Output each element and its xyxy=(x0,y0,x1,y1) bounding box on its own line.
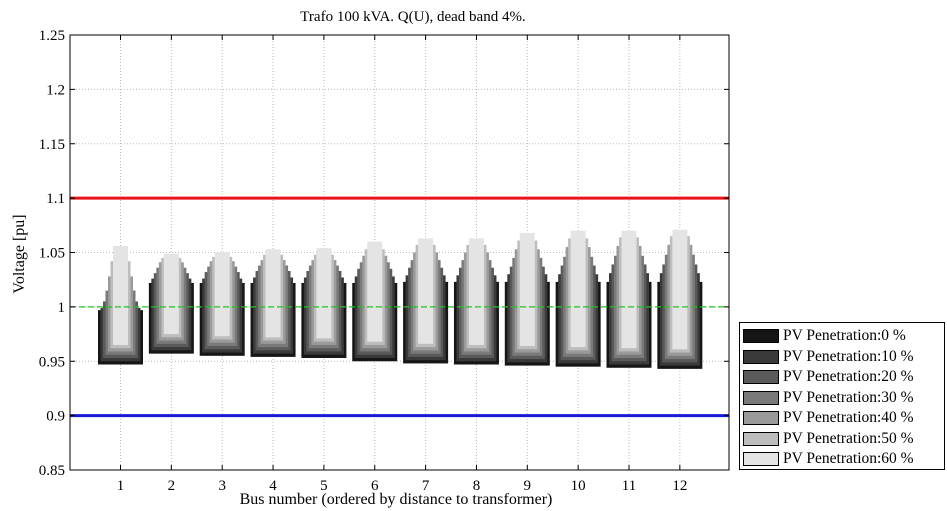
legend-label: PV Penetration:50 % xyxy=(783,429,914,447)
legend-swatch xyxy=(743,349,779,364)
legend-item: PV Penetration:50 % xyxy=(743,429,944,450)
legend-label: PV Penetration:20 % xyxy=(783,368,914,386)
y-tick-label: 0.95 xyxy=(39,354,65,370)
x-tick-label: 8 xyxy=(473,478,481,494)
legend-swatch xyxy=(743,452,779,467)
chart-title: Trafo 100 kVA. Q(U), dead band 4%. xyxy=(300,9,525,25)
x-tick-label: 3 xyxy=(218,478,226,494)
range-bar xyxy=(316,248,332,339)
y-axis-label: Voltage [pu] xyxy=(11,214,28,293)
legend-swatch xyxy=(743,329,779,344)
range-bar xyxy=(570,230,586,348)
x-tick-label: 5 xyxy=(320,478,328,494)
x-axis-label: Bus number (ordered by distance to trans… xyxy=(240,491,553,508)
legend-item: PV Penetration:40 % xyxy=(743,408,944,429)
x-tick-label: 2 xyxy=(168,478,176,494)
legend-swatch xyxy=(743,411,779,426)
legend-swatch xyxy=(743,431,779,446)
range-bar xyxy=(163,253,179,335)
range-bar xyxy=(621,230,637,349)
y-tick-label: 1.1 xyxy=(46,191,65,207)
legend-label: PV Penetration:30 % xyxy=(783,388,914,406)
range-bar xyxy=(367,241,383,342)
x-tick-label: 1 xyxy=(117,478,125,494)
legend-swatch xyxy=(743,370,779,385)
legend-item: PV Penetration:20 % xyxy=(743,367,944,388)
y-tick-label: 0.85 xyxy=(39,463,65,479)
range-bar xyxy=(113,245,128,345)
range-bar xyxy=(519,232,535,347)
y-tick-label: 1.15 xyxy=(39,137,65,153)
x-tick-label: 12 xyxy=(672,478,687,494)
range-bar xyxy=(265,249,281,338)
legend-item: PV Penetration:0 % xyxy=(743,326,944,347)
legend-item: PV Penetration:60 % xyxy=(743,449,944,470)
legend-label: PV Penetration:0 % xyxy=(783,327,906,345)
legend-label: PV Penetration:60 % xyxy=(783,450,914,468)
x-tick-label: 4 xyxy=(269,478,277,494)
y-tick-label: 1.05 xyxy=(39,246,65,262)
legend: PV Penetration:0 % PV Penetration:10 % PV … xyxy=(739,322,945,470)
legend-label: PV Penetration:40 % xyxy=(783,409,914,427)
y-tick-label: 0.9 xyxy=(46,409,65,425)
x-tick-label: 9 xyxy=(524,478,532,494)
reference-lines xyxy=(70,196,729,418)
legend-item: PV Penetration:30 % xyxy=(743,388,944,409)
y-tick-label: 1.25 xyxy=(39,28,65,44)
y-tick-label: 1 xyxy=(58,300,66,316)
bars xyxy=(98,229,703,369)
legend-label: PV Penetration:10 % xyxy=(783,347,914,365)
legend-swatch xyxy=(743,390,779,405)
x-tick-label: 6 xyxy=(371,478,379,494)
range-bar xyxy=(418,238,434,344)
x-tick-label: 10 xyxy=(571,478,586,494)
x-tick-label: 7 xyxy=(422,478,430,494)
x-tick-label: 11 xyxy=(622,478,636,494)
range-bar xyxy=(468,238,484,345)
range-bar xyxy=(214,252,230,337)
legend-item: PV Penetration:10 % xyxy=(743,347,944,368)
y-tick-label: 1.2 xyxy=(46,82,65,98)
range-bar xyxy=(672,229,688,350)
